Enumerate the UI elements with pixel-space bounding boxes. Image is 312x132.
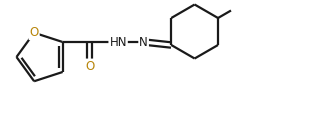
Text: O: O bbox=[30, 26, 39, 39]
Text: O: O bbox=[85, 60, 94, 72]
Text: HN: HN bbox=[110, 36, 127, 49]
Text: N: N bbox=[139, 36, 148, 49]
